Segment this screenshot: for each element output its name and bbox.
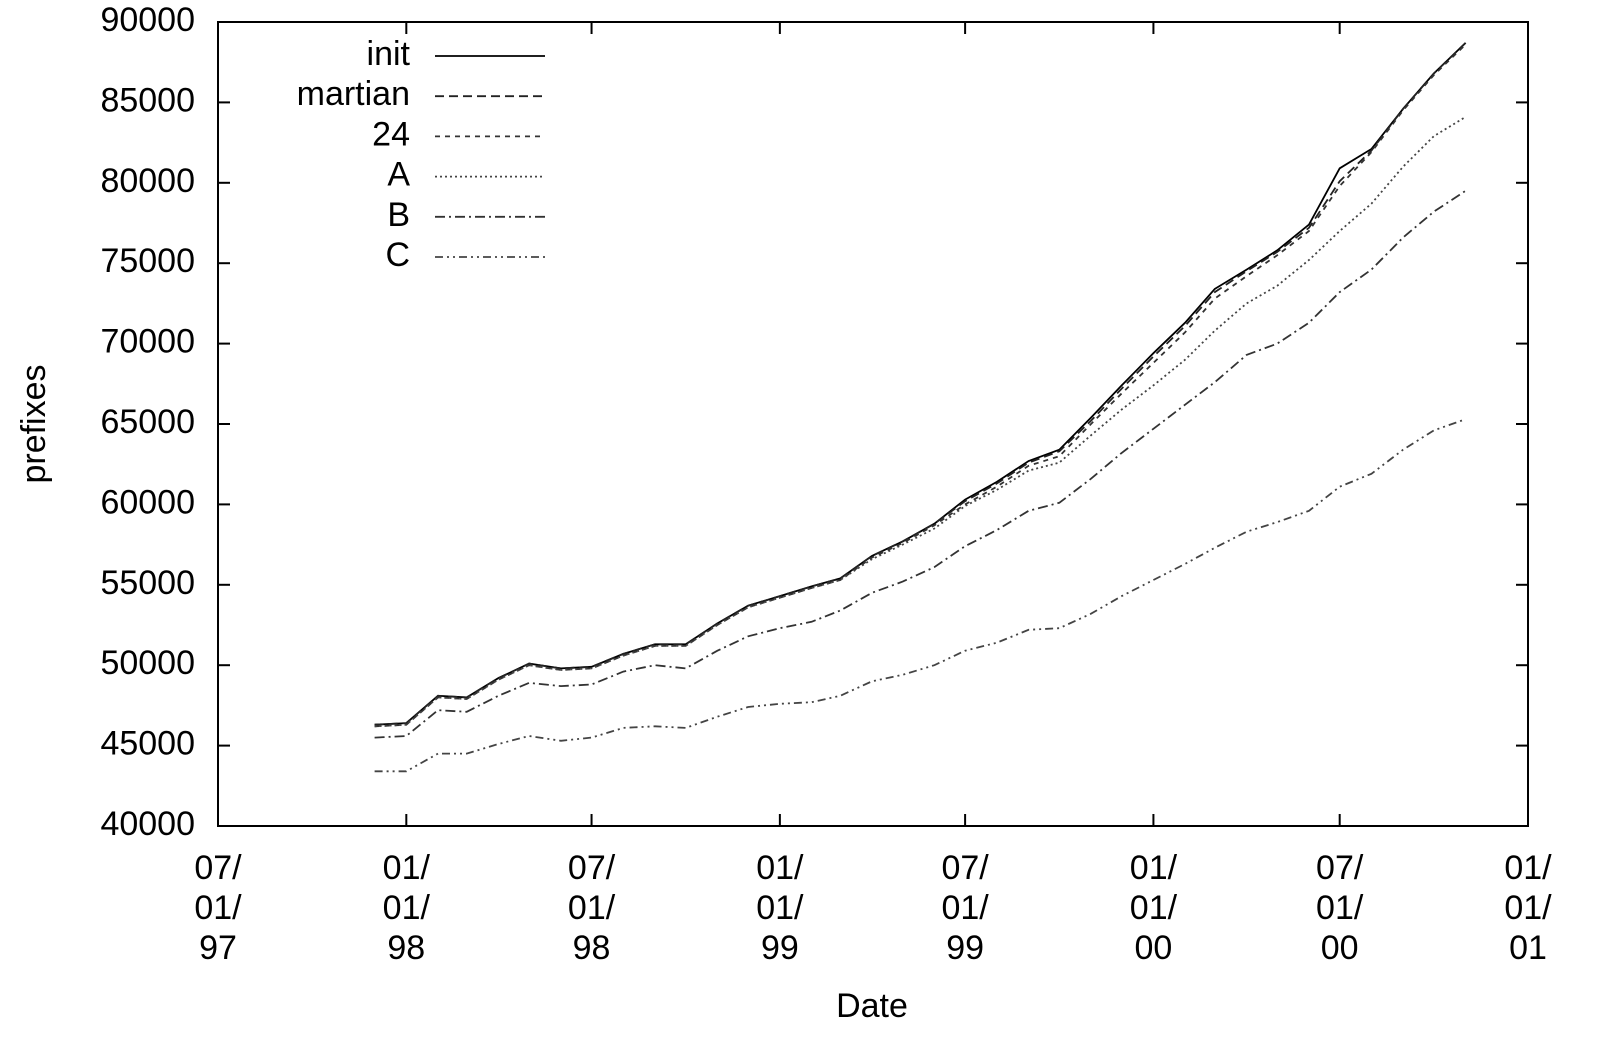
x-tick-label: 01/ 01/ 99 xyxy=(756,849,804,967)
series-line xyxy=(374,190,1467,739)
series-line xyxy=(374,418,1466,773)
y-tick-label: 50000 xyxy=(100,644,195,682)
legend-label: martian xyxy=(297,75,410,113)
y-tick-label: 85000 xyxy=(100,81,195,119)
x-tick-label: 01/ 01/ 01 xyxy=(1504,849,1552,967)
y-tick-label: 75000 xyxy=(100,242,195,280)
x-tick-label: 07/ 01/ 98 xyxy=(567,849,616,967)
series-line xyxy=(374,42,1467,726)
x-tick-label: 07/ 01/ 00 xyxy=(1316,849,1364,967)
plot-frame xyxy=(217,21,1529,827)
x-axis-label: Date xyxy=(836,987,908,1025)
x-tick-label: 01/ 01/ 98 xyxy=(382,849,430,967)
y-tick-label: 45000 xyxy=(100,725,195,763)
legend-label: init xyxy=(367,35,411,73)
legend-label: 24 xyxy=(372,115,410,153)
y-tick-label: 80000 xyxy=(100,162,195,200)
y-tick-label: 40000 xyxy=(100,805,195,843)
series-line xyxy=(374,116,1467,728)
y-tick-label: 90000 xyxy=(100,1,195,39)
y-tick-label: 55000 xyxy=(100,564,195,602)
y-axis-label: prefixes xyxy=(15,364,53,483)
legend-label: A xyxy=(387,156,410,194)
x-tick-label: 07/ 01/ 99 xyxy=(941,849,989,967)
x-tick-label: 07/ 01/ 97 xyxy=(194,849,242,967)
series-line xyxy=(374,43,1467,728)
y-tick-label: 70000 xyxy=(100,323,195,361)
legend-label: C xyxy=(385,236,410,274)
series-line xyxy=(374,42,1467,726)
y-tick-label: 60000 xyxy=(100,483,195,521)
y-tick-label: 65000 xyxy=(100,403,195,441)
legend-label: B xyxy=(387,196,410,234)
x-tick-label: 01/ 01/ 00 xyxy=(1129,849,1178,967)
